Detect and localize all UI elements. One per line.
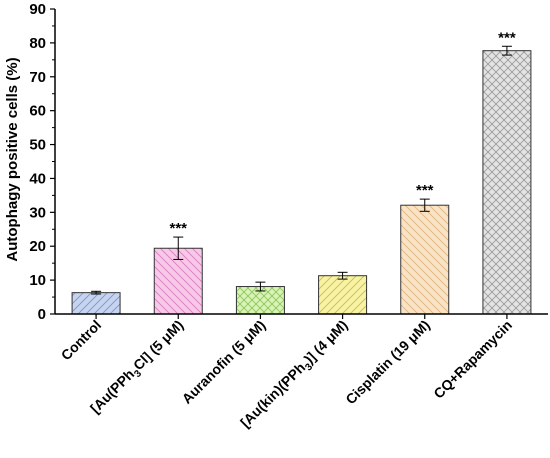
y-tick-label: 0 bbox=[38, 306, 46, 323]
y-ticks: 0 10 20 30 40 50 60 70 80 90 bbox=[29, 1, 55, 323]
y-tick-label: 90 bbox=[29, 1, 46, 18]
category-label: Cisplatin (19 μM) bbox=[342, 317, 433, 408]
y-tick-label: 30 bbox=[29, 204, 46, 221]
bar bbox=[482, 50, 532, 315]
bar bbox=[400, 204, 450, 315]
y-tick-label: 80 bbox=[29, 35, 46, 52]
significance-label: *** bbox=[416, 182, 434, 199]
error-bars bbox=[91, 45, 512, 295]
error-bar bbox=[91, 290, 102, 295]
significance-label: *** bbox=[498, 29, 516, 46]
y-tick-label: 60 bbox=[29, 103, 46, 120]
y-tick-label: 50 bbox=[29, 137, 46, 154]
y-axis-title: Autophagy positive cells (%) bbox=[4, 57, 21, 261]
category-label: [Au(PPh3​Cl] (5 μM) bbox=[87, 317, 189, 419]
significance-markers: *** *** *** bbox=[169, 29, 515, 237]
error-bar bbox=[501, 45, 512, 56]
significance-label: *** bbox=[169, 220, 187, 237]
error-bar bbox=[419, 198, 430, 212]
error-bar bbox=[337, 271, 348, 280]
category-label: Auranofin (5 μM) bbox=[179, 317, 269, 407]
bar bbox=[318, 275, 368, 315]
y-tick-label: 20 bbox=[29, 238, 46, 255]
error-bar bbox=[173, 236, 184, 260]
axes bbox=[54, 9, 548, 319]
category-label: Control bbox=[58, 317, 105, 364]
bars bbox=[71, 50, 532, 315]
y-tick-label: 70 bbox=[29, 69, 46, 86]
error-bar bbox=[255, 281, 266, 292]
bar bbox=[71, 292, 121, 315]
y-tick-label: 40 bbox=[29, 170, 46, 187]
y-tick-label: 10 bbox=[29, 272, 46, 289]
category-label: CQ+Rapamycin bbox=[430, 317, 515, 402]
x-category-labels: Control[Au(PPh3​Cl] (5 μM)Auranofin (5 μ… bbox=[58, 317, 515, 431]
